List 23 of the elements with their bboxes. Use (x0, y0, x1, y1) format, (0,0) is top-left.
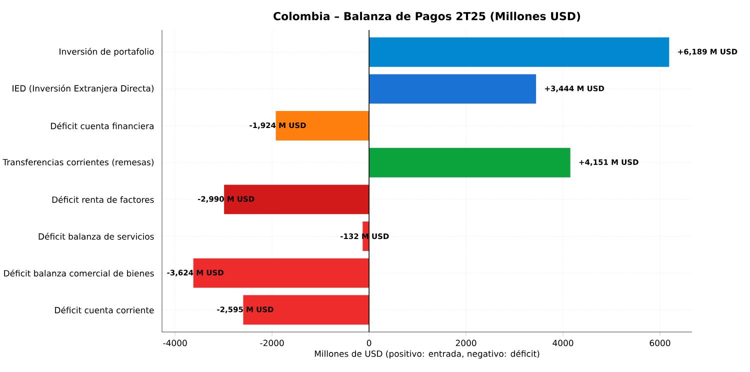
y-tick-label: Déficit cuenta corriente (55, 306, 154, 314)
x-axis-title: Millones de USD (positivo: entrada, negativo: déficit) (314, 350, 540, 359)
y-tick-label: Inversión de portafolio (60, 48, 154, 56)
x-tick-label: -4000 (163, 340, 187, 346)
x-tick-label: 2000 (456, 340, 476, 346)
x-tick-label: -2000 (260, 340, 284, 346)
chart-title: Colombia – Balanza de Pagos 2T25 (Millones USD) (274, 12, 580, 23)
bar (369, 37, 670, 67)
y-tick-label: IED (Inversión Extranjera Directa) (12, 84, 154, 94)
bar (224, 184, 370, 214)
y-tick-label: Déficit balanza de servicios (38, 232, 154, 240)
bar (193, 258, 370, 288)
y-tick-label: Déficit cuenta financiera (51, 122, 154, 130)
y-tick-label: Déficit balanza comercial de bienes (4, 270, 154, 277)
x-tick-label: 4000 (552, 340, 574, 346)
x-tick-label: 0 (366, 340, 372, 346)
bar (276, 111, 370, 140)
bar (369, 74, 536, 104)
y-tick-label: Déficit renta de factores (52, 196, 154, 203)
bar (369, 148, 570, 178)
y-tick-label: Transferencias corrientes (remesas) (2, 158, 154, 166)
x-tick-label: 6000 (650, 340, 670, 346)
bar (243, 295, 370, 325)
